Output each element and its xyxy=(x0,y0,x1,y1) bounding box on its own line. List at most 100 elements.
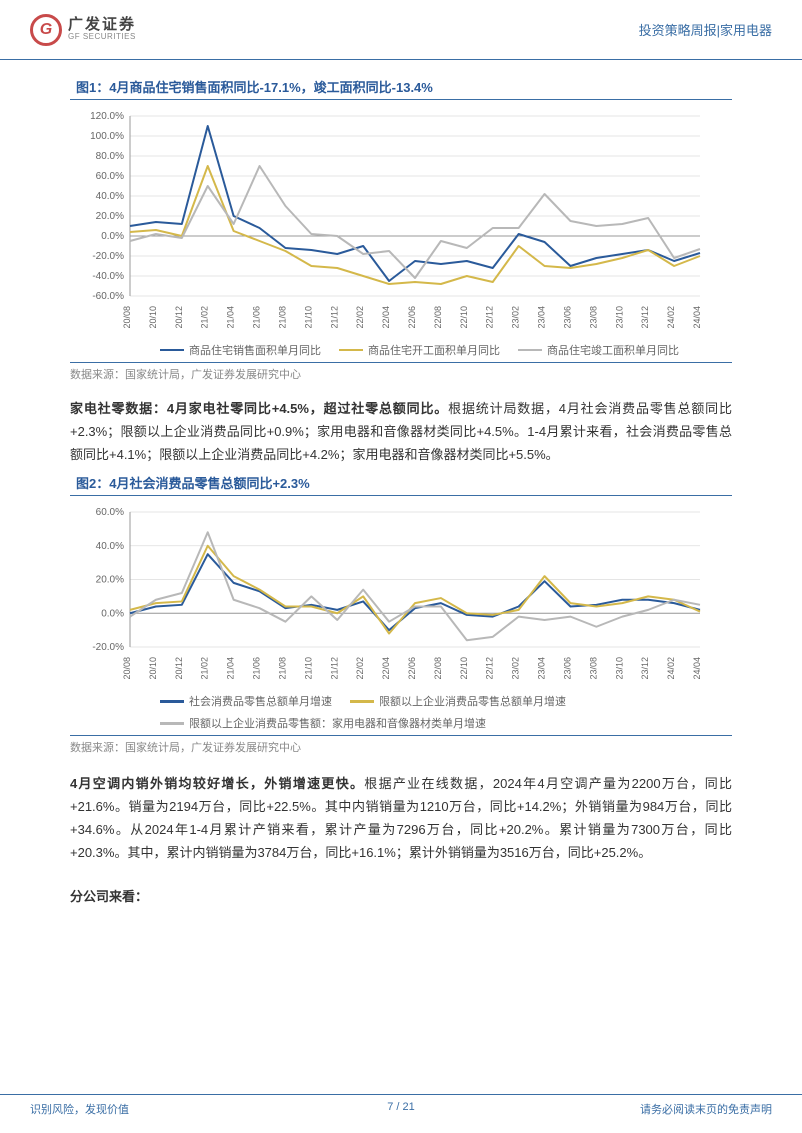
fig2-title: 图2：4月社会消费品零售总额同比+2.3% xyxy=(70,470,732,496)
svg-text:100.0%: 100.0% xyxy=(90,131,124,142)
logo-text: 广发证券 GF SECURITIES xyxy=(68,17,136,42)
svg-text:40.0%: 40.0% xyxy=(96,541,124,552)
footer-left: 识别风险，发现价值 xyxy=(30,1101,129,1117)
svg-text:23/12: 23/12 xyxy=(640,657,650,680)
svg-text:20/08: 20/08 xyxy=(122,306,132,329)
fig2-source: 数据来源：国家统计局，广发证券发展研究中心 xyxy=(70,735,732,755)
legend-swatch xyxy=(339,349,363,352)
svg-text:-20.0%: -20.0% xyxy=(92,251,124,262)
svg-text:21/10: 21/10 xyxy=(303,306,313,329)
svg-text:20/10: 20/10 xyxy=(148,306,158,329)
footer-right: 请务必阅读末页的免责声明 xyxy=(640,1101,772,1117)
svg-text:22/06: 22/06 xyxy=(407,306,417,329)
legend-item: 商品住宅开工面积单月同比 xyxy=(339,342,500,358)
svg-text:20/10: 20/10 xyxy=(148,657,158,680)
svg-text:21/02: 21/02 xyxy=(200,657,210,680)
para2-lead: 4月空调内销外销均较好增长，外销增速更快。 xyxy=(70,776,364,791)
svg-text:23/02: 23/02 xyxy=(511,657,521,680)
main-content: 图1：4月商品住宅销售面积同比-17.1%，竣工面积同比-13.4% -60.0… xyxy=(0,60,802,905)
legend-swatch xyxy=(160,722,184,725)
legend-item: 限额以上企业消费品零售总额单月增速 xyxy=(350,693,566,709)
svg-text:0.0%: 0.0% xyxy=(101,609,124,620)
svg-text:24/04: 24/04 xyxy=(692,657,702,680)
svg-text:21/12: 21/12 xyxy=(329,306,339,329)
svg-text:22/02: 22/02 xyxy=(355,657,365,680)
svg-text:20.0%: 20.0% xyxy=(96,575,124,586)
legend-swatch xyxy=(160,700,184,703)
legend-item: 商品住宅销售面积单月同比 xyxy=(160,342,321,358)
legend-item: 限额以上企业消费品零售额：家用电器和音像器材类单月增速 xyxy=(160,715,486,731)
legend-label: 社会消费品零售总额单月增速 xyxy=(189,693,332,709)
fig1-title: 图1：4月商品住宅销售面积同比-17.1%，竣工面积同比-13.4% xyxy=(70,74,732,100)
svg-text:120.0%: 120.0% xyxy=(90,111,124,122)
svg-text:21/12: 21/12 xyxy=(329,657,339,680)
svg-text:60.0%: 60.0% xyxy=(96,507,124,518)
svg-text:21/06: 21/06 xyxy=(252,306,262,329)
logo-cn: 广发证券 xyxy=(68,17,136,34)
svg-text:22/12: 22/12 xyxy=(485,306,495,329)
page-footer: 识别风险，发现价值 7 / 21 请务必阅读末页的免责声明 xyxy=(0,1094,802,1133)
fig1-source: 数据来源：国家统计局，广发证券发展研究中心 xyxy=(70,362,732,382)
fig2-legend: 社会消费品零售总额单月增速 限额以上企业消费品零售总额单月增速限额以上企业消费品零… xyxy=(70,693,732,731)
svg-text:23/08: 23/08 xyxy=(588,657,598,680)
svg-text:24/02: 24/02 xyxy=(666,306,676,329)
svg-text:22/02: 22/02 xyxy=(355,306,365,329)
legend-label: 限额以上企业消费品零售总额单月增速 xyxy=(379,693,566,709)
svg-text:23/02: 23/02 xyxy=(511,306,521,329)
svg-text:40.0%: 40.0% xyxy=(96,191,124,202)
logo: G 广发证券 GF SECURITIES xyxy=(30,14,136,46)
header-right: 投资策略周报|家用电器 xyxy=(639,20,772,39)
page-header: G 广发证券 GF SECURITIES 投资策略周报|家用电器 xyxy=(0,0,802,60)
svg-text:23/08: 23/08 xyxy=(588,306,598,329)
svg-text:21/04: 21/04 xyxy=(226,306,236,329)
svg-text:21/08: 21/08 xyxy=(277,657,287,680)
svg-text:22/04: 22/04 xyxy=(381,657,391,680)
legend-item: 商品住宅竣工面积单月同比 xyxy=(518,342,679,358)
svg-text:23/04: 23/04 xyxy=(537,657,547,680)
svg-text:22/04: 22/04 xyxy=(381,306,391,329)
svg-text:23/06: 23/06 xyxy=(562,657,572,680)
svg-text:22/06: 22/06 xyxy=(407,657,417,680)
fig1-chart: -60.0% -40.0% -20.0% 0.0% 20.0% 40.0% 60.0% 80.… xyxy=(70,106,732,336)
para1-lead: 家电社零数据：4月家电社零同比+4.5%，超过社零总额同比。 xyxy=(70,401,448,416)
svg-text:21/08: 21/08 xyxy=(277,306,287,329)
footer-page: 7 / 21 xyxy=(387,1101,415,1113)
svg-text:23/06: 23/06 xyxy=(562,306,572,329)
svg-text:21/10: 21/10 xyxy=(303,657,313,680)
svg-text:20/08: 20/08 xyxy=(122,657,132,680)
fig1-legend: 商品住宅销售面积单月同比 商品住宅开工面积单月同比 商品住宅竣工面积单月同比 xyxy=(70,342,732,358)
svg-text:23/10: 23/10 xyxy=(614,657,624,680)
legend-label: 商品住宅竣工面积单月同比 xyxy=(547,342,679,358)
svg-text:22/12: 22/12 xyxy=(485,657,495,680)
legend-swatch xyxy=(160,349,184,352)
svg-text:22/10: 22/10 xyxy=(459,306,469,329)
svg-text:22/08: 22/08 xyxy=(433,306,443,329)
legend-label: 限额以上企业消费品零售额：家用电器和音像器材类单月增速 xyxy=(189,715,486,731)
svg-text:60.0%: 60.0% xyxy=(96,171,124,182)
legend-label: 商品住宅开工面积单月同比 xyxy=(368,342,500,358)
svg-text:23/10: 23/10 xyxy=(614,306,624,329)
svg-text:-20.0%: -20.0% xyxy=(92,642,124,653)
legend-label: 商品住宅销售面积单月同比 xyxy=(189,342,321,358)
legend-swatch xyxy=(350,700,374,703)
svg-text:22/10: 22/10 xyxy=(459,657,469,680)
svg-text:-60.0%: -60.0% xyxy=(92,291,124,302)
svg-text:21/04: 21/04 xyxy=(226,657,236,680)
legend-swatch xyxy=(518,349,542,352)
svg-text:21/06: 21/06 xyxy=(252,657,262,680)
svg-text:23/12: 23/12 xyxy=(640,306,650,329)
para2: 4月空调内销外销均较好增长，外销增速更快。根据产业在线数据，2024年4月空调产… xyxy=(70,773,732,864)
svg-text:24/02: 24/02 xyxy=(666,657,676,680)
svg-text:23/04: 23/04 xyxy=(537,306,547,329)
svg-text:24/04: 24/04 xyxy=(692,306,702,329)
legend-item: 社会消费品零售总额单月增速 xyxy=(160,693,332,709)
fig2-chart: -20.0%0.0%20.0%40.0%60.0%20/0820/1020/12… xyxy=(70,502,732,687)
logo-en: GF SECURITIES xyxy=(68,33,136,42)
svg-text:-40.0%: -40.0% xyxy=(92,271,124,282)
svg-text:0.0%: 0.0% xyxy=(101,231,124,242)
logo-icon: G xyxy=(30,14,62,46)
svg-text:80.0%: 80.0% xyxy=(96,151,124,162)
section-heading: 分公司来看： xyxy=(70,886,732,905)
para1: 家电社零数据：4月家电社零同比+4.5%，超过社零总额同比。根据统计局数据，4月… xyxy=(70,398,732,466)
svg-text:20.0%: 20.0% xyxy=(96,211,124,222)
